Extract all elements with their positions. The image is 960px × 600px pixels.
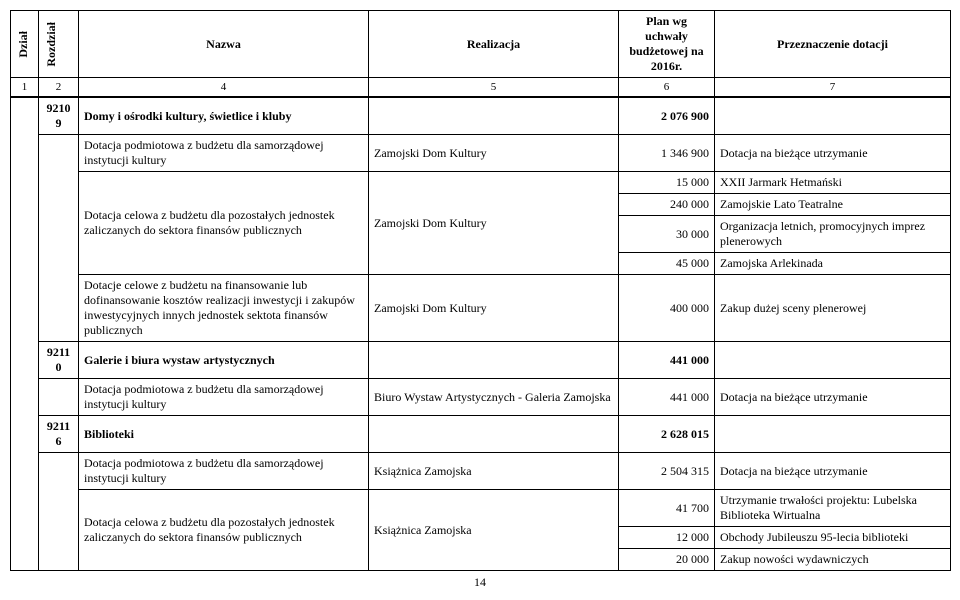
plan-r3a: 15 000 (619, 172, 715, 194)
column-number-row: 1 2 4 5 6 7 (11, 78, 951, 98)
prz-r3b: Zamojskie Lato Teatralne (715, 194, 951, 216)
dzial-empty (11, 97, 39, 571)
realizacja-92110 (369, 342, 619, 379)
colnum-5: 6 (619, 78, 715, 98)
col-nazwa: Nazwa (79, 11, 369, 78)
plan-r3b: 240 000 (619, 194, 715, 216)
colnum-2: 2 (39, 78, 79, 98)
prz-r9b: Obchody Jubileuszu 95-lecia biblioteki (715, 527, 951, 549)
header-row: Dział Rozdział Nazwa Realizacja Plan wg … (11, 11, 951, 78)
rozdzial-92116: 92116 (39, 416, 79, 453)
prz-92109 (715, 97, 951, 135)
nazwa-r4: Dotacje celowe z budżetu na finansowanie… (79, 275, 369, 342)
plan-r3c: 30 000 (619, 216, 715, 253)
prz-r8: Dotacja na bieżące utrzymanie (715, 453, 951, 490)
budget-table: Dział Rozdział Nazwa Realizacja Plan wg … (10, 10, 951, 571)
nazwa-92110: Galerie i biura wystaw artystycznych (79, 342, 369, 379)
plan-r9b: 12 000 (619, 527, 715, 549)
colnum-3: 4 (79, 78, 369, 98)
section-92110-row: 92110 Galerie i biura wystaw artystyczny… (11, 342, 951, 379)
rozdzial-empty-92109 (39, 135, 79, 342)
rozdzial-empty-92110 (39, 379, 79, 416)
rozdzial-92109: 92109 (39, 97, 79, 135)
plan-r6: 441 000 (619, 379, 715, 416)
prz-r9a: Utrzymanie trwałości projektu: Lubelska … (715, 490, 951, 527)
realizacja-92116 (369, 416, 619, 453)
prz-92110 (715, 342, 951, 379)
plan-92116: 2 628 015 (619, 416, 715, 453)
plan-r3d: 45 000 (619, 253, 715, 275)
col-dzial-label: Dział (16, 31, 31, 58)
col-rozdzial-label: Rozdział (44, 22, 59, 67)
nazwa-r8: Dotacja podmiotowa z budżetu dla samorzą… (79, 453, 369, 490)
nazwa-r6: Dotacja podmiotowa z budżetu dla samorzą… (79, 379, 369, 416)
col-dzial: Dział (11, 11, 39, 78)
prz-r3c: Organizacja letnich, promocyjnych imprez… (715, 216, 951, 253)
plan-r2: 1 346 900 (619, 135, 715, 172)
realizacja-r3: Zamojski Dom Kultury (369, 172, 619, 275)
table-row: Dotacja celowa z budżetu dla pozostałych… (11, 490, 951, 527)
rozdzial-92110: 92110 (39, 342, 79, 379)
nazwa-r3: Dotacja celowa z budżetu dla pozostałych… (79, 172, 369, 275)
prz-r4: Zakup dużej sceny plenerowej (715, 275, 951, 342)
prz-r6: Dotacja na bieżące utrzymanie (715, 379, 951, 416)
prz-r3d: Zamojska Arlekinada (715, 253, 951, 275)
colnum-4: 5 (369, 78, 619, 98)
col-rozdzial: Rozdział (39, 11, 79, 78)
realizacja-r9: Książnica Zamojska (369, 490, 619, 571)
prz-92116 (715, 416, 951, 453)
col-realizacja: Realizacja (369, 11, 619, 78)
colnum-1: 1 (11, 78, 39, 98)
rozdzial-empty-92116 (39, 453, 79, 571)
prz-r2: Dotacja na bieżące utrzymanie (715, 135, 951, 172)
nazwa-92109: Domy i ośrodki kultury, świetlice i klub… (79, 97, 369, 135)
prz-r3a: XXII Jarmark Hetmański (715, 172, 951, 194)
colnum-6: 7 (715, 78, 951, 98)
nazwa-r2: Dotacja podmiotowa z budżetu dla samorzą… (79, 135, 369, 172)
col-przeznaczenie: Przeznaczenie dotacji (715, 11, 951, 78)
plan-r4: 400 000 (619, 275, 715, 342)
plan-92109: 2 076 900 (619, 97, 715, 135)
table-row: Dotacja podmiotowa z budżetu dla samorzą… (11, 453, 951, 490)
realizacja-r2: Zamojski Dom Kultury (369, 135, 619, 172)
realizacja-r8: Książnica Zamojska (369, 453, 619, 490)
table-row: Dotacje celowe z budżetu na finansowanie… (11, 275, 951, 342)
section-92116-row: 92116 Biblioteki 2 628 015 (11, 416, 951, 453)
table-row: Dotacja celowa z budżetu dla pozostałych… (11, 172, 951, 194)
plan-r8: 2 504 315 (619, 453, 715, 490)
col-plan: Plan wg uchwały budżetowej na 2016r. (619, 11, 715, 78)
table-row: Dotacja podmiotowa z budżetu dla samorzą… (11, 135, 951, 172)
table-row: Dotacja podmiotowa z budżetu dla samorzą… (11, 379, 951, 416)
nazwa-92116: Biblioteki (79, 416, 369, 453)
page-number: 14 (10, 575, 950, 590)
plan-r9a: 41 700 (619, 490, 715, 527)
realizacja-92109 (369, 97, 619, 135)
prz-r9c: Zakup nowości wydawniczych (715, 549, 951, 571)
realizacja-r6: Biuro Wystaw Artystycznych - Galeria Zam… (369, 379, 619, 416)
section-92109-row: 92109 Domy i ośrodki kultury, świetlice … (11, 97, 951, 135)
plan-r9c: 20 000 (619, 549, 715, 571)
realizacja-r4: Zamojski Dom Kultury (369, 275, 619, 342)
nazwa-r9: Dotacja celowa z budżetu dla pozostałych… (79, 490, 369, 571)
plan-92110: 441 000 (619, 342, 715, 379)
